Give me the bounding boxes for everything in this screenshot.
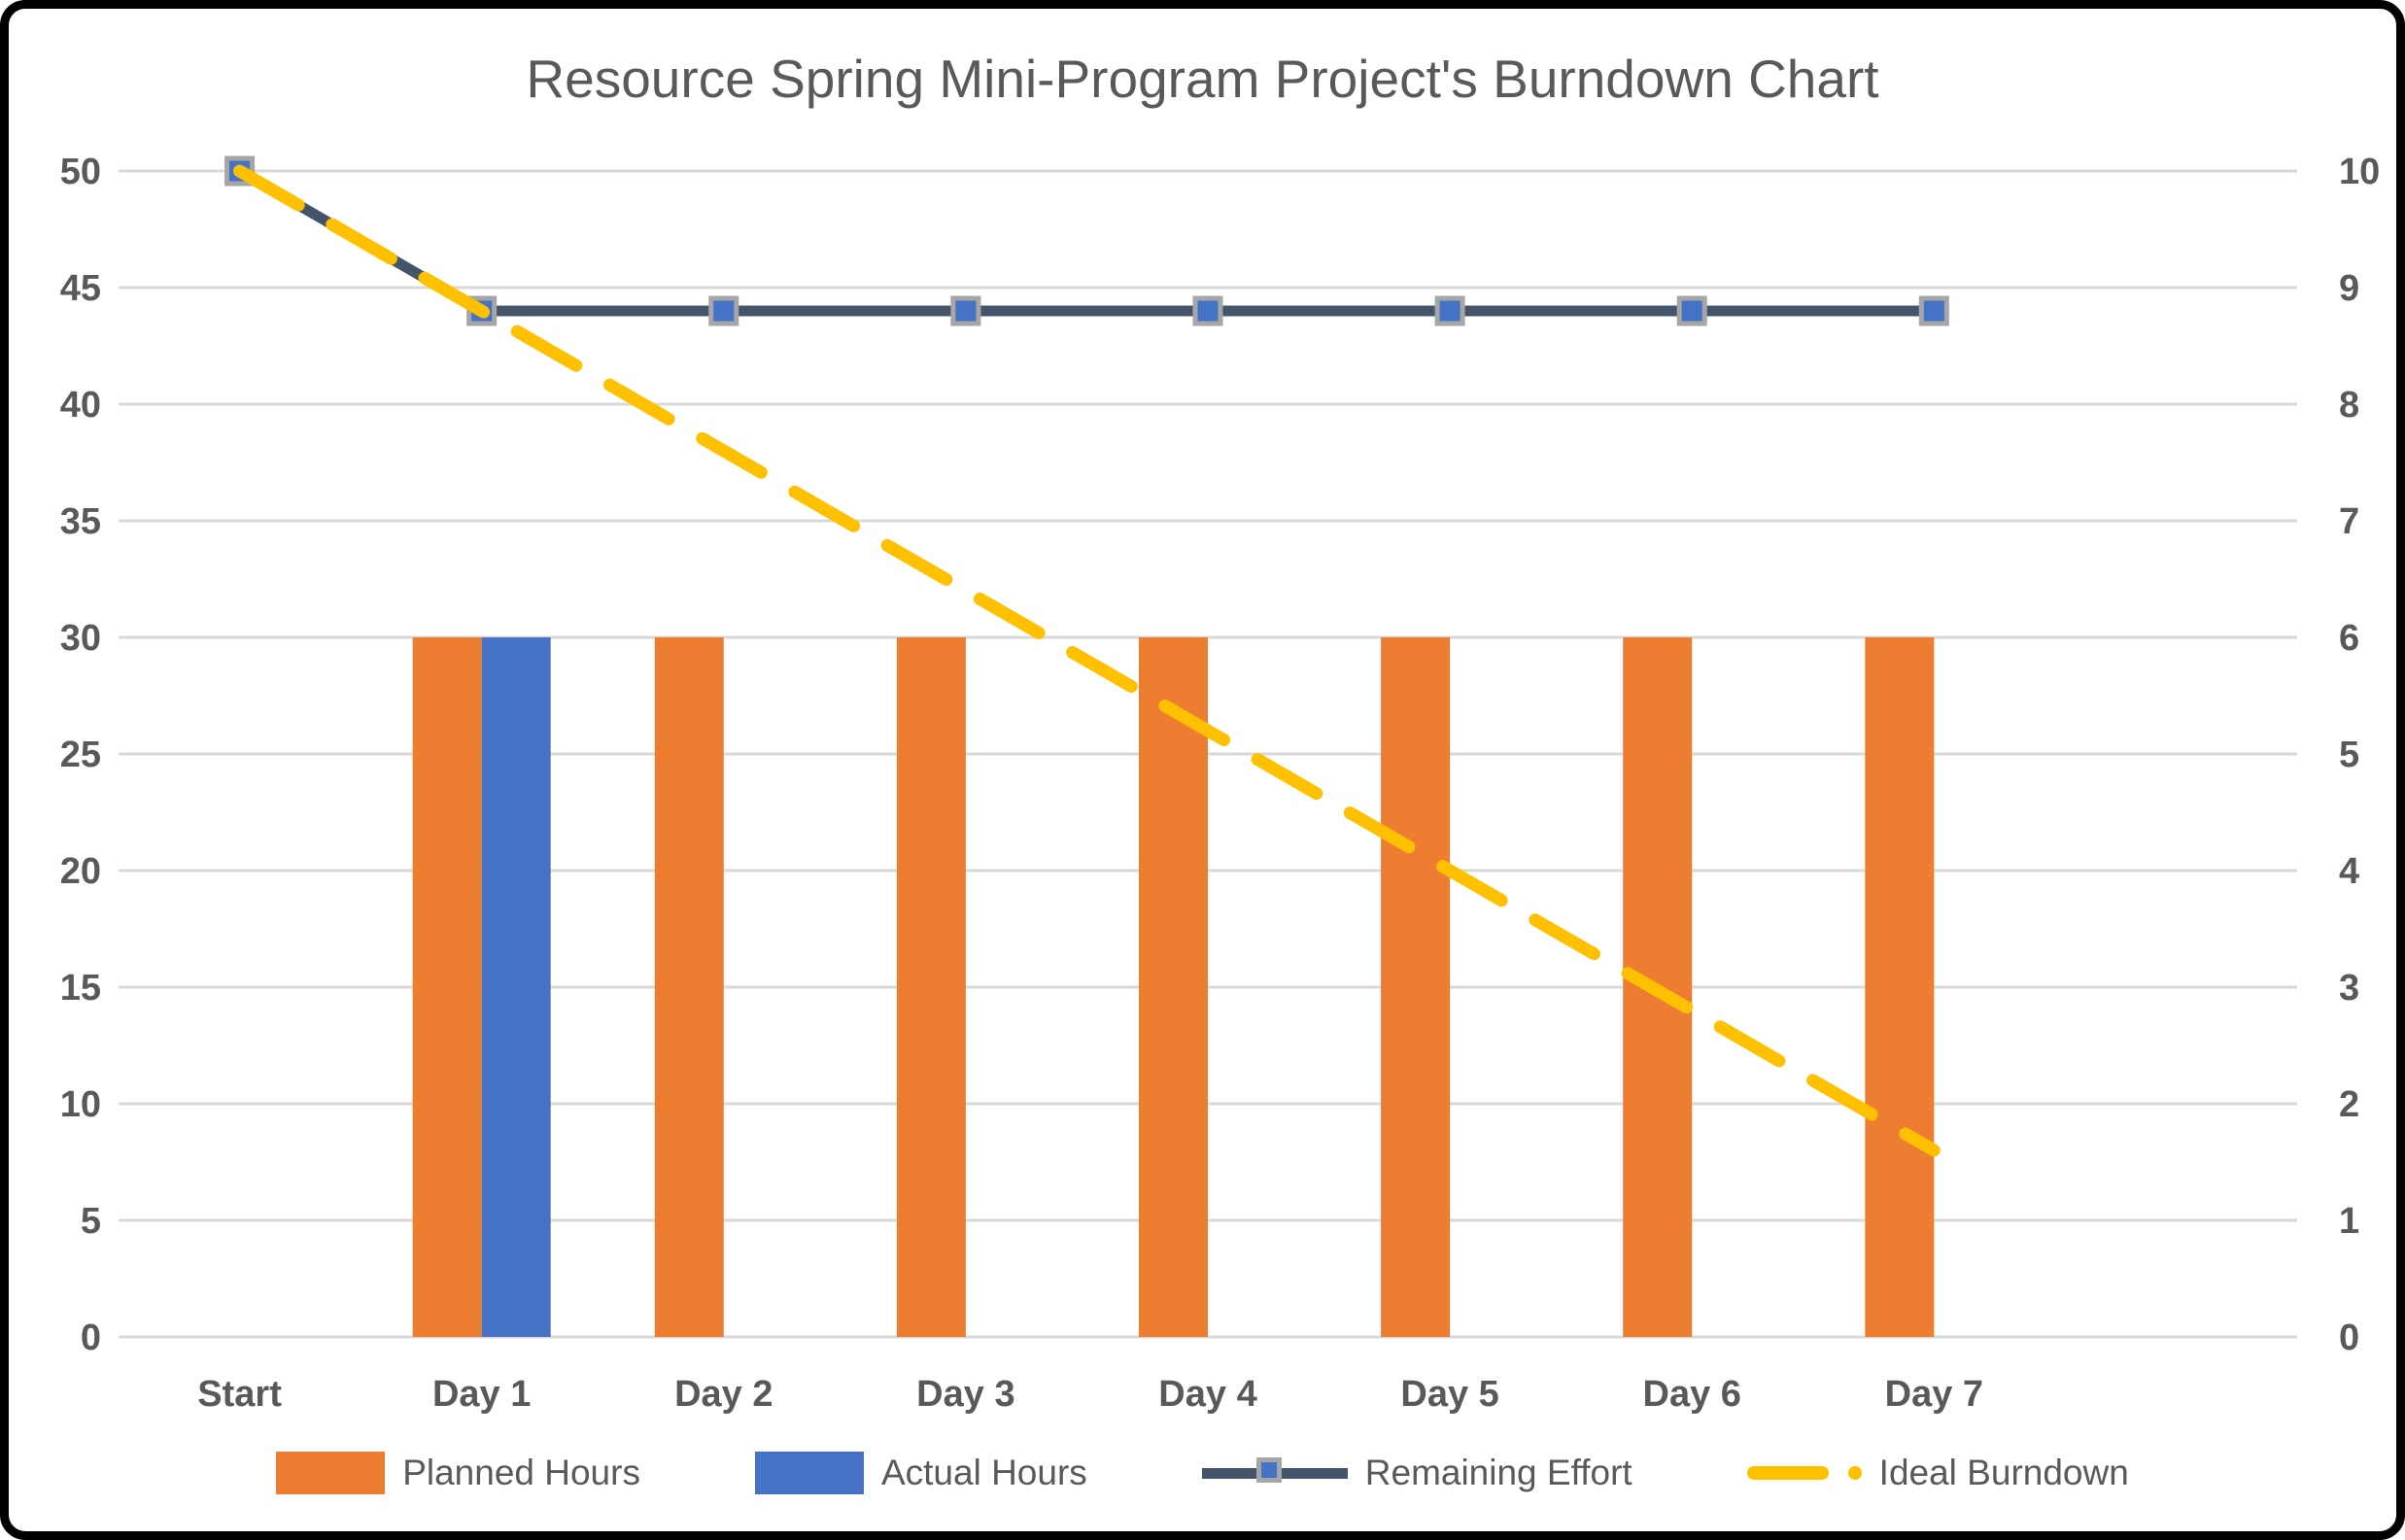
right-axis-tick-label: 0 [2339,1318,2359,1358]
right-axis-tick-label: 2 [2339,1084,2359,1125]
x-axis-category-label: Day 6 [1643,1374,1741,1415]
right-axis-tick-label: 3 [2339,968,2359,1009]
left-axis-tick-label: 25 [60,735,101,775]
actual-hours-swatch-icon [754,1452,864,1494]
remaining-effort-marker [1434,295,1465,326]
legend-item-remaining-effort: Remaining Effort [1201,1453,1632,1493]
left-axis-tick-label: 40 [60,385,101,426]
x-axis-category-label: Day 3 [916,1374,1014,1415]
planned-hours-bar [1139,637,1208,1337]
legend-label-planned-hours: Planned Hours [402,1453,640,1492]
legend-item-ideal-burndown: Ideal Burndown [1746,1453,2129,1493]
planned-hours-swatch-icon [276,1452,386,1494]
remaining-effort-swatch-icon [1201,1454,1348,1492]
right-axis-tick-label: 8 [2339,385,2359,426]
legend-label-remaining-effort: Remaining Effort [1364,1453,1632,1492]
ideal-burndown-dot-glyph [1847,1466,1862,1480]
chart-legend: Planned Hours Actual Hours Remaining Eff… [9,1452,2396,1494]
remaining-effort-marker [1192,295,1223,326]
right-axis-tick-label: 1 [2339,1201,2359,1242]
left-axis-tick-label: 30 [60,618,101,659]
right-axis-tick-label: 5 [2339,735,2359,775]
planned-hours-bar [654,637,724,1337]
x-axis-category-label: Day 7 [1885,1374,1983,1415]
left-axis-tick-label: 50 [60,152,101,192]
remaining-effort-marker [1918,295,1949,326]
actual-hours-bar [481,637,551,1337]
left-axis-tick-label: 5 [81,1201,101,1242]
left-axis-tick-label: 10 [60,1084,101,1125]
x-axis-category-label: Start [197,1374,282,1415]
legend-item-actual-hours: Actual Hours [754,1452,1087,1494]
remaining-effort-line [236,166,1935,317]
x-axis-category-label: Day 2 [674,1374,773,1415]
legend-item-planned-hours: Planned Hours [276,1452,640,1494]
left-axis-tick-label: 20 [60,851,101,892]
x-axis-category-label: Day 5 [1400,1374,1498,1415]
left-axis-tick-label: 15 [60,968,101,1009]
legend-label-ideal-burndown: Ideal Burndown [1878,1453,2129,1492]
right-axis-tick-label: 9 [2339,268,2359,309]
left-axis-tick-label: 35 [60,501,101,542]
x-axis-category-label: Day 4 [1158,1374,1256,1415]
planned-hours-bar [412,637,482,1337]
right-axis-tick-label: 10 [2339,152,2380,192]
planned-hours-bar [896,637,966,1337]
ideal-burndown-line [233,164,1941,1157]
ideal-burndown-dash-glyph [1746,1466,1829,1480]
legend-label-actual-hours: Actual Hours [880,1453,1087,1492]
right-axis-tick-label: 6 [2339,618,2359,659]
right-axis-tick-label: 7 [2339,501,2359,542]
planned-hours-bar [1381,637,1451,1337]
left-axis-tick-label: 45 [60,268,101,309]
remaining-effort-marker [950,295,981,326]
remaining-effort-marker [1676,295,1707,326]
remaining-effort-marker [708,295,739,326]
chart-title: Resource Spring Mini-Program Project's B… [526,49,1879,109]
left-axis-tick-label: 0 [81,1318,101,1358]
ideal-burndown-swatch-icon [1746,1466,1862,1480]
right-axis-tick-label: 4 [2339,851,2359,892]
x-axis-category-label: Day 1 [432,1374,531,1415]
remaining-effort-marker-glyph [1255,1457,1282,1483]
planned-hours-bar [1865,637,1935,1337]
